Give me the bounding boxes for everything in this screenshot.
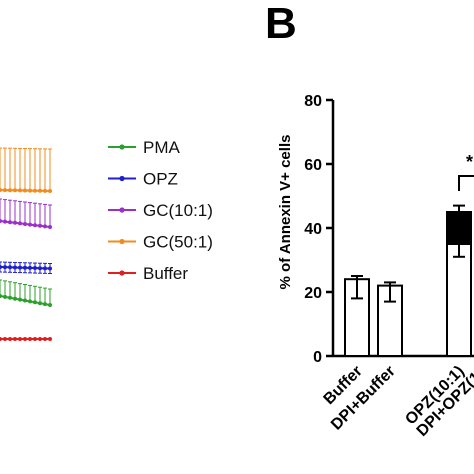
trace-point	[28, 265, 32, 270]
trace-point	[0, 188, 2, 192]
legend-label: OPZ	[143, 170, 178, 189]
y-axis-label: % of Annexin V+ cells	[277, 135, 294, 290]
y-tick-label: 60	[304, 157, 322, 174]
trace-point	[13, 296, 17, 301]
trace-point	[3, 219, 7, 224]
trace-point	[13, 265, 17, 270]
trace-point	[0, 219, 2, 223]
trace-point	[18, 221, 22, 226]
legend-label: GC(50:1)	[143, 233, 213, 252]
legend-label: Buffer	[143, 264, 188, 283]
trace-point	[23, 222, 27, 226]
trace-point	[38, 223, 42, 228]
trace-point	[33, 337, 37, 341]
trace-point	[28, 222, 32, 227]
legend-label: GC(10:1)	[143, 201, 213, 220]
trace-point	[48, 189, 52, 193]
trace-point	[0, 294, 2, 298]
trace-point	[3, 337, 7, 341]
trace-point	[48, 266, 52, 271]
legend-swatch-marker	[119, 175, 125, 182]
trace-point	[38, 301, 42, 306]
y-tick-label: 0	[313, 349, 322, 366]
significance-bracket	[458, 175, 474, 191]
legend-swatch-marker	[119, 270, 125, 276]
trace-point	[0, 265, 2, 269]
trace-point	[8, 295, 12, 300]
trace-point	[28, 337, 32, 341]
trace-point	[13, 220, 17, 225]
trace-point	[38, 337, 42, 341]
trace-point	[43, 302, 47, 307]
trace-point	[18, 337, 22, 341]
trace-point	[0, 337, 2, 341]
legend: PMA OPZ GC(10:1) GC(50:1) Buffer	[108, 138, 213, 283]
trace-point	[28, 299, 32, 304]
trace-point	[13, 188, 17, 193]
trace-point	[23, 337, 27, 341]
significance-mark: *	[466, 152, 473, 172]
trace-point	[3, 188, 7, 193]
trace-point	[38, 266, 42, 271]
trace-point	[48, 225, 52, 229]
trace-point	[33, 223, 37, 228]
trace-point	[23, 188, 27, 193]
trace-point	[43, 337, 47, 341]
trace-point	[8, 220, 12, 225]
trace-point	[8, 337, 12, 341]
trace-point	[33, 188, 37, 193]
legend-swatch-marker	[119, 238, 125, 245]
trace-point	[18, 297, 22, 302]
trace-point	[48, 303, 52, 307]
trace-point	[48, 337, 52, 341]
y-tick-label: 40	[304, 221, 322, 238]
trace-point	[33, 266, 37, 271]
panel-a-line-chart	[0, 147, 52, 341]
panel-b-bar-chart: % of Annexin V+ cells 020406080*BufferDP…	[277, 93, 474, 440]
trace-point	[28, 188, 32, 193]
trace-point	[18, 265, 22, 270]
trace-point	[43, 224, 47, 229]
panel-label-b: B	[265, 0, 297, 48]
trace-point	[18, 188, 22, 193]
trace-point	[3, 294, 7, 299]
trace-point	[8, 265, 12, 270]
trace-point	[43, 266, 47, 271]
legend-swatch-marker	[119, 207, 125, 213]
trace-point	[38, 188, 42, 193]
trace-point	[33, 300, 37, 305]
legend-label: PMA	[143, 138, 181, 157]
trace-point	[43, 188, 47, 193]
trace-point	[3, 265, 7, 270]
legend-swatch-marker	[119, 144, 125, 150]
y-tick-label: 20	[304, 285, 322, 302]
trace-point	[13, 337, 17, 341]
trace-point	[8, 188, 12, 193]
trace-point	[23, 298, 27, 303]
trace-point	[23, 265, 27, 270]
y-tick-label: 80	[304, 93, 322, 110]
